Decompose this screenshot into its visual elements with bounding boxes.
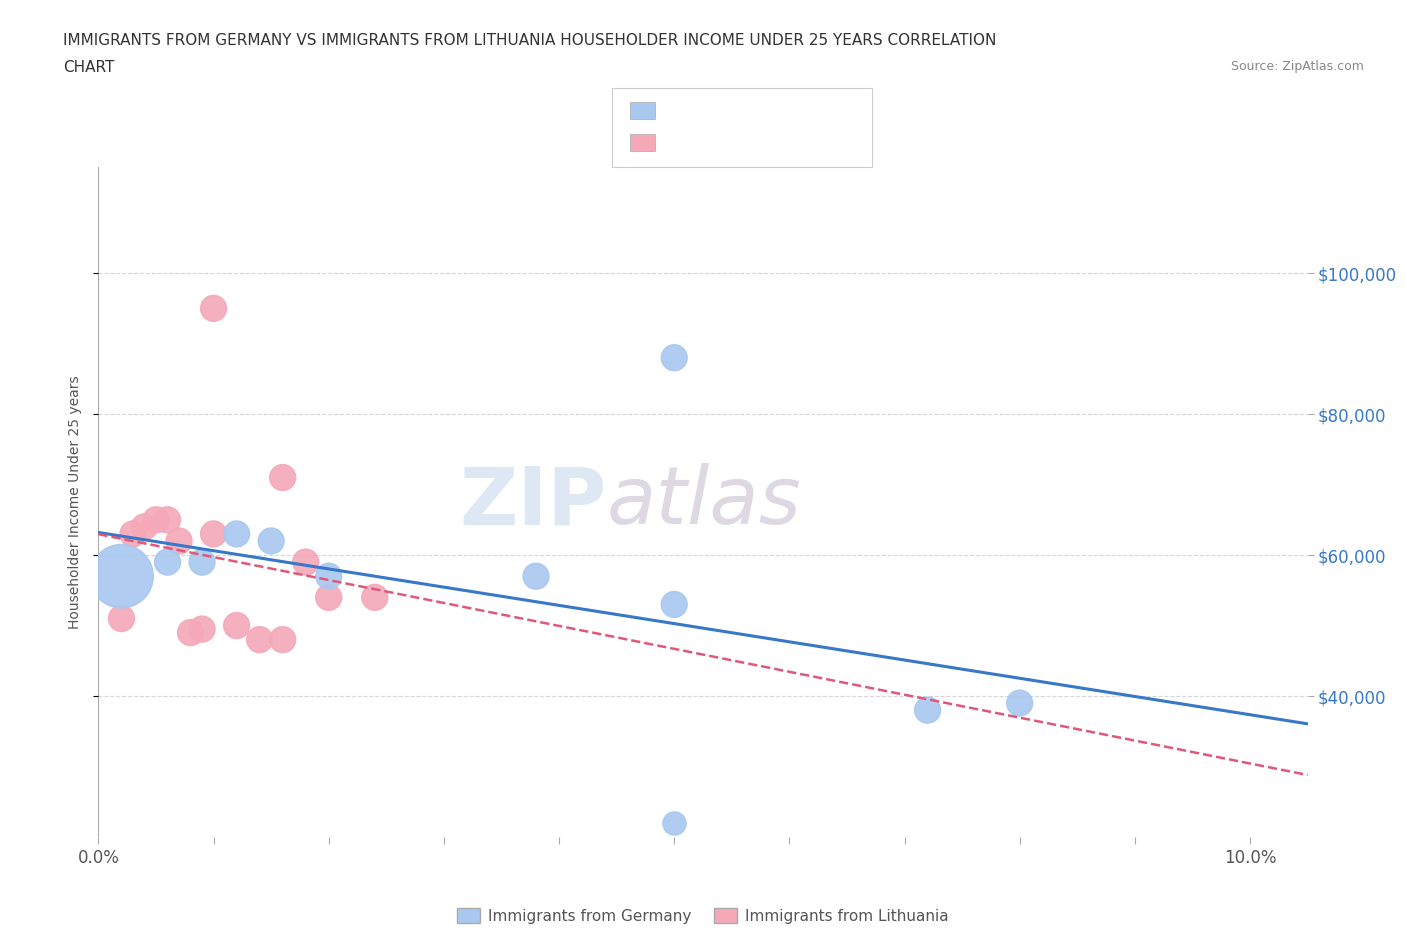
Text: Source: ZipAtlas.com: Source: ZipAtlas.com <box>1230 60 1364 73</box>
Text: -0.019: -0.019 <box>700 138 749 153</box>
Point <box>225 526 247 541</box>
Point <box>294 554 316 569</box>
Point <box>110 611 132 626</box>
Point <box>271 470 294 485</box>
Text: 11: 11 <box>810 104 830 119</box>
Point <box>202 526 225 541</box>
Point <box>110 569 132 584</box>
Text: N =: N = <box>768 104 811 119</box>
Point <box>318 590 340 604</box>
Point <box>318 569 340 584</box>
Point <box>191 621 214 636</box>
Y-axis label: Householder Income Under 25 years: Householder Income Under 25 years <box>69 376 83 629</box>
Point <box>524 569 547 584</box>
Point <box>260 534 283 549</box>
Point <box>156 554 179 569</box>
Point <box>271 632 294 647</box>
Point <box>167 534 190 549</box>
Text: IMMIGRANTS FROM GERMANY VS IMMIGRANTS FROM LITHUANIA HOUSEHOLDER INCOME UNDER 25: IMMIGRANTS FROM GERMANY VS IMMIGRANTS FR… <box>63 33 997 47</box>
Point <box>122 526 145 541</box>
Text: -0.468: -0.468 <box>700 104 749 119</box>
Point <box>249 632 271 647</box>
Point <box>145 512 167 527</box>
Point <box>917 703 939 718</box>
Text: 17: 17 <box>810 138 830 153</box>
Point <box>1008 696 1031 711</box>
Point <box>202 301 225 316</box>
Text: R =: R = <box>665 138 699 153</box>
Text: R =: R = <box>665 104 699 119</box>
Point <box>664 351 686 365</box>
Point <box>225 618 247 633</box>
Point <box>156 512 179 527</box>
Text: CHART: CHART <box>63 60 115 75</box>
Text: N =: N = <box>768 138 811 153</box>
Point <box>180 625 202 640</box>
Point <box>664 597 686 612</box>
Text: atlas: atlas <box>606 463 801 541</box>
Point <box>134 520 156 535</box>
Point <box>364 590 387 604</box>
Text: ZIP: ZIP <box>458 463 606 541</box>
Point <box>191 554 214 569</box>
Point <box>664 816 686 830</box>
Legend: Immigrants from Germany, Immigrants from Lithuania: Immigrants from Germany, Immigrants from… <box>451 901 955 930</box>
